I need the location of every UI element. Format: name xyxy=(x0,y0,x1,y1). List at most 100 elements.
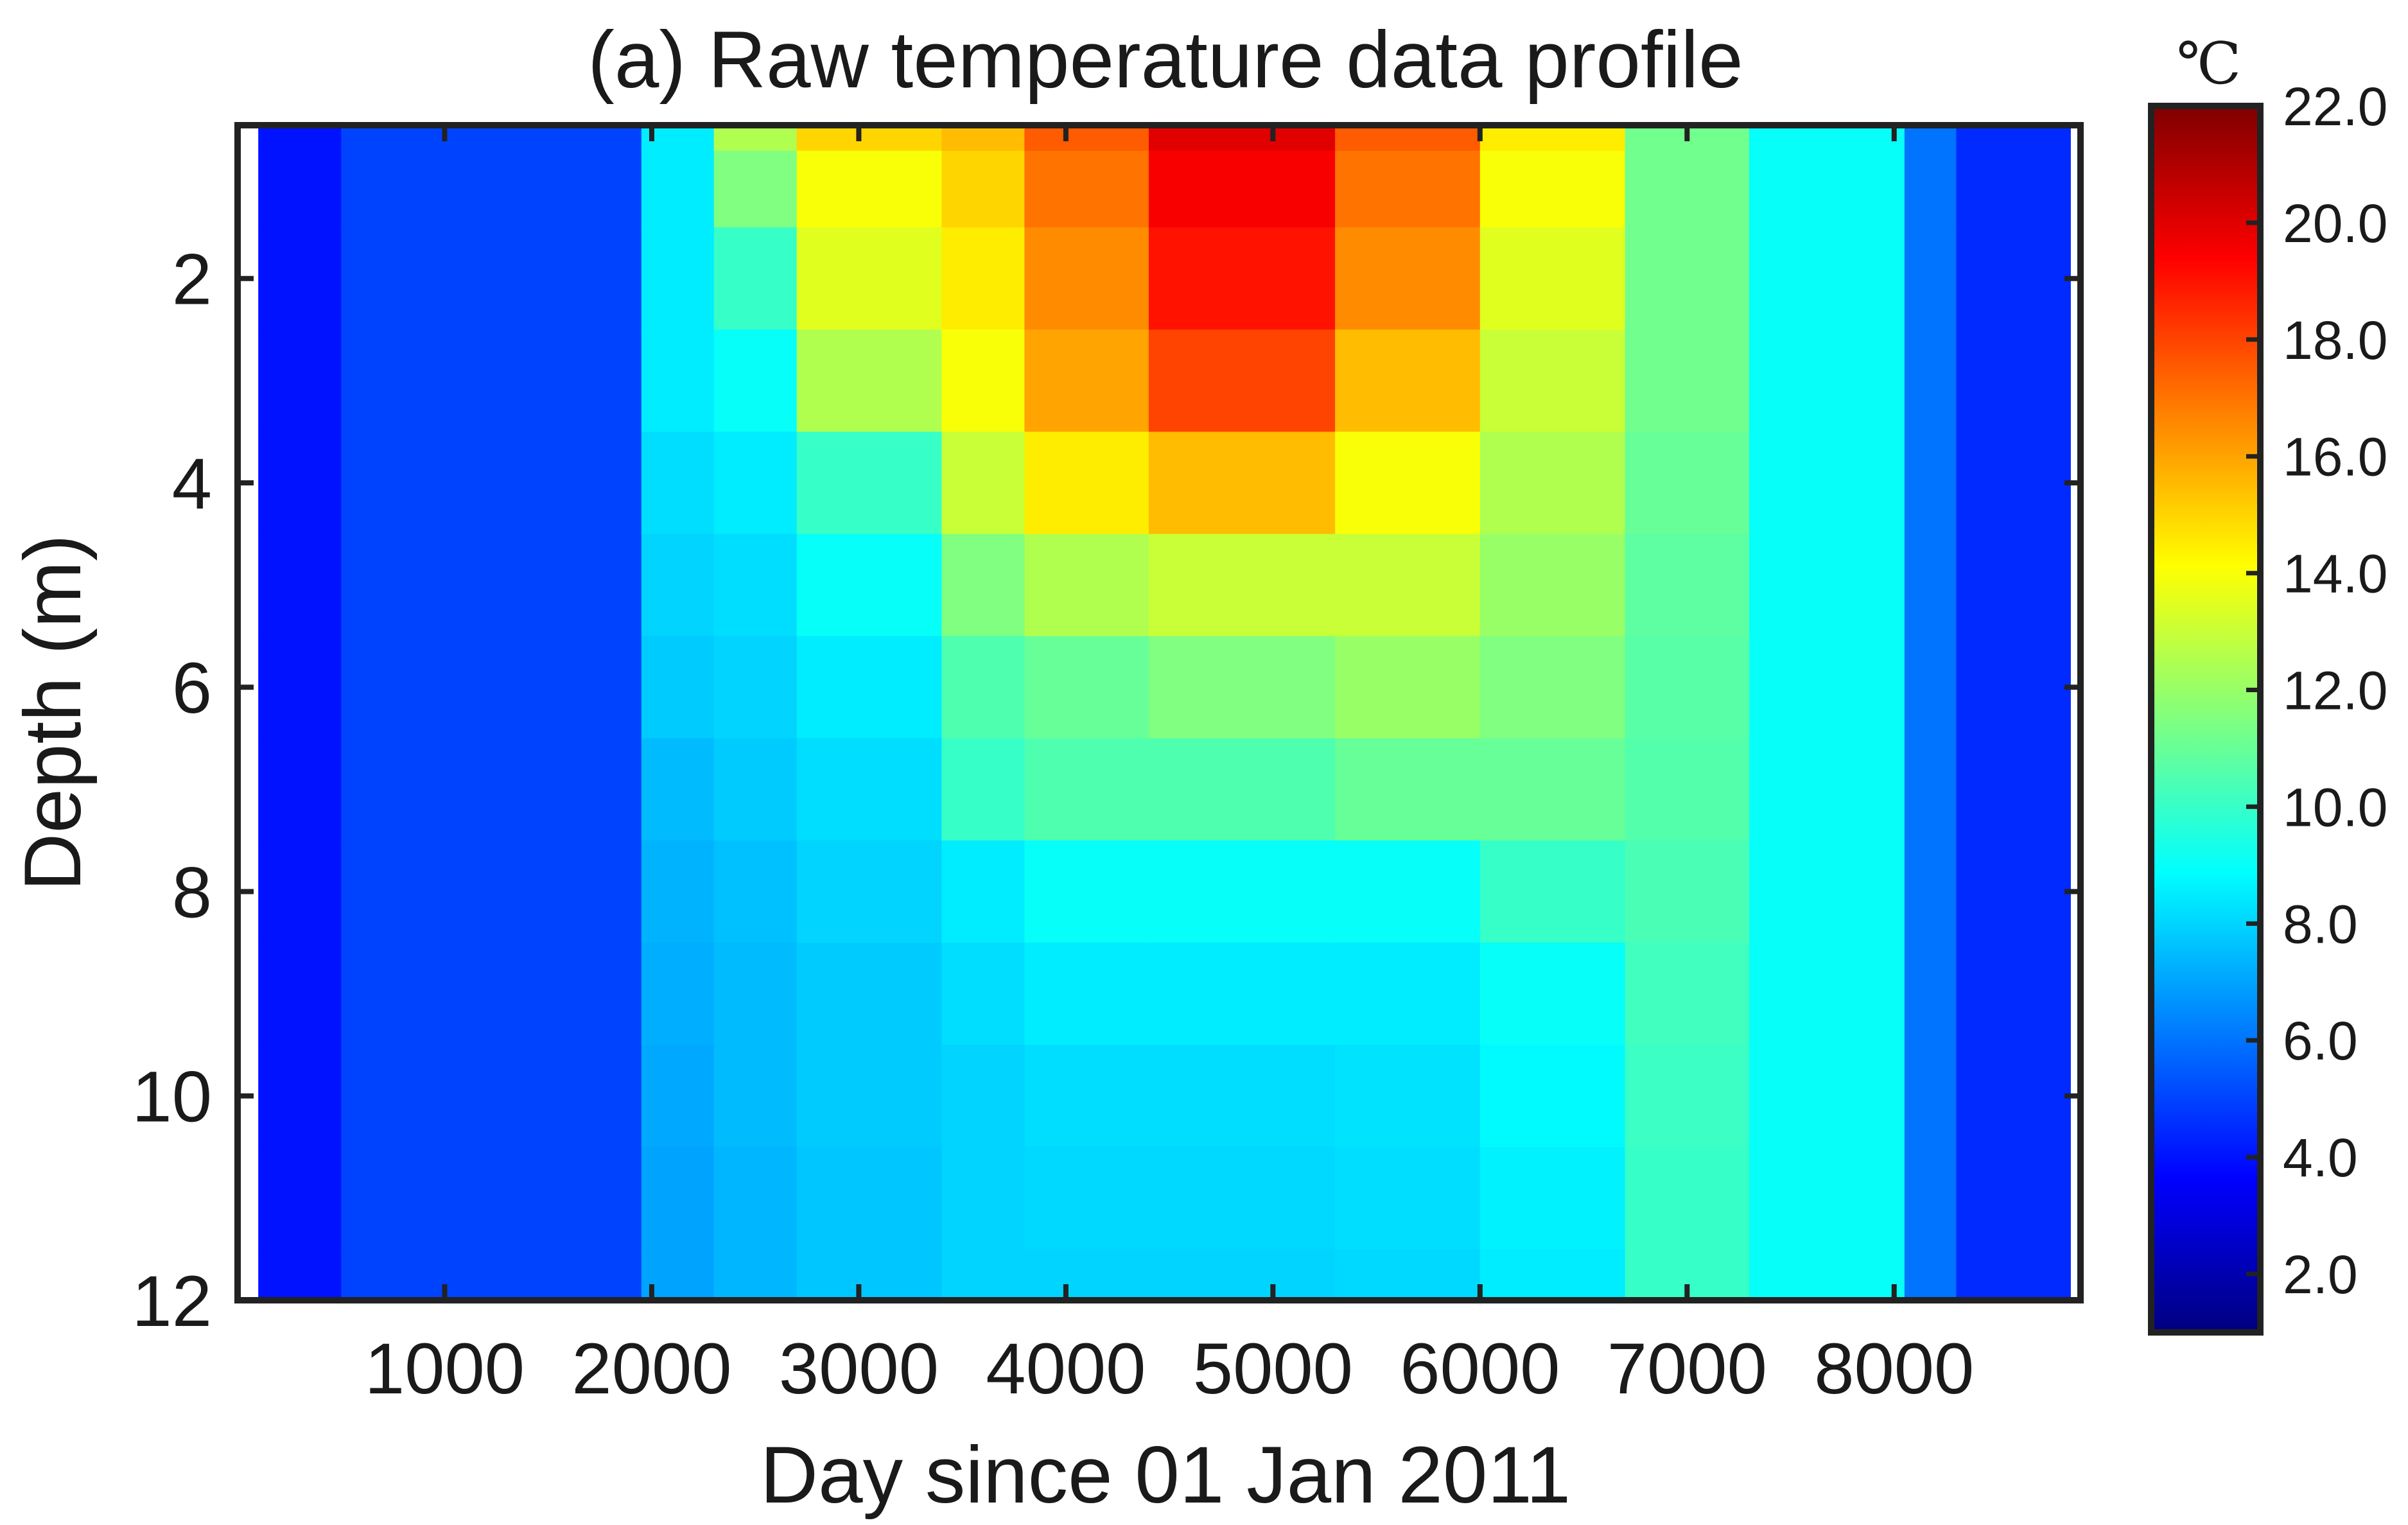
heatmap-cell xyxy=(1479,150,1626,229)
heatmap-cell xyxy=(713,636,798,739)
heatmap-cell xyxy=(1024,1249,1149,1300)
heatmap-cell xyxy=(713,227,798,331)
heatmap-cell xyxy=(341,125,642,152)
heatmap-column xyxy=(713,125,798,1300)
colorbar-tick-label: 16.0 xyxy=(2283,427,2388,487)
heatmap-cell xyxy=(1749,1249,1905,1300)
heatmap-cell xyxy=(1625,636,1750,739)
heatmap-cell xyxy=(1024,431,1149,535)
heatmap-cell xyxy=(1479,329,1626,433)
heatmap-cell xyxy=(1335,329,1481,433)
y-tick-label: 4 xyxy=(172,444,212,524)
heatmap-cell xyxy=(1024,636,1149,739)
heatmap-cell xyxy=(941,431,1025,535)
heatmap-cell xyxy=(1024,840,1149,943)
y-tick-label: 6 xyxy=(172,648,212,728)
heatmap-column xyxy=(796,125,943,1300)
heatmap-cell xyxy=(258,1045,342,1148)
heatmap-cell xyxy=(1904,150,1957,229)
heatmap-cell xyxy=(258,1147,342,1250)
heatmap-cell xyxy=(796,1045,943,1148)
heatmap-cell xyxy=(1479,125,1626,152)
heatmap-cell xyxy=(341,431,642,535)
heatmap-cell xyxy=(1956,840,2071,943)
heatmap-cell xyxy=(258,943,342,1046)
heatmap-cell xyxy=(1904,329,1957,433)
heatmap-cell xyxy=(1479,1045,1626,1148)
heatmap-cell xyxy=(1024,125,1149,152)
heatmap-cells xyxy=(258,125,2071,1300)
colorbar-tick-label: 4.0 xyxy=(2283,1128,2358,1188)
heatmap-cell xyxy=(258,227,342,331)
colorbar-tick-label: 8.0 xyxy=(2283,894,2358,954)
heatmap-cell xyxy=(258,1249,342,1300)
heatmap-column xyxy=(341,125,642,1300)
heatmap-cell xyxy=(1956,227,2071,331)
heatmap-cell xyxy=(796,636,943,739)
colorbar-tick-label: 22.0 xyxy=(2283,76,2388,137)
heatmap-cell xyxy=(796,738,943,841)
heatmap-cell xyxy=(341,738,642,841)
heatmap-cell xyxy=(1904,125,1957,152)
heatmap-column xyxy=(1148,125,1336,1300)
colorbar-ticks: 2.0 4.0 6.0 8.0 10.0 12.0 14.0 16.0 18.0 20.0 22.0 xyxy=(2246,76,2388,1305)
heatmap-cell xyxy=(713,1147,798,1250)
heatmap-cell xyxy=(941,150,1025,229)
y-axis-ticks: 2 4 6 8 10 12 xyxy=(132,240,2081,1341)
heatmap-cell xyxy=(641,943,715,1046)
heatmap-cell xyxy=(1335,431,1481,535)
heatmap-cell xyxy=(1148,329,1336,433)
heatmap-cell xyxy=(796,1249,943,1300)
heatmap-cell xyxy=(1335,738,1481,841)
heatmap-cell xyxy=(941,636,1025,739)
heatmap-cell xyxy=(1479,840,1626,943)
colorbar-tick-label: 6.0 xyxy=(2283,1011,2358,1071)
heatmap-cell xyxy=(1625,227,1750,331)
heatmap-cell xyxy=(941,125,1025,152)
heatmap-cell xyxy=(1479,227,1626,331)
heatmap-column xyxy=(1749,125,1905,1300)
heatmap-cell xyxy=(1625,943,1750,1046)
chart-title: (a) Raw temperature data profile xyxy=(588,15,1743,105)
heatmap-cell xyxy=(1956,125,2071,152)
heatmap-cell xyxy=(341,150,642,229)
heatmap-cell xyxy=(641,431,715,535)
heatmap-cell xyxy=(796,329,943,433)
heatmap-cell xyxy=(796,943,943,1046)
y-tick-label: 2 xyxy=(172,240,212,320)
heatmap-cell xyxy=(641,738,715,841)
heatmap-cell xyxy=(1749,636,1905,739)
heatmap-column xyxy=(941,125,1025,1300)
colorbar xyxy=(2151,106,2260,1332)
heatmap-cell xyxy=(1904,738,1957,841)
x-tick-label: 5000 xyxy=(1193,1329,1353,1409)
heatmap-cell xyxy=(1904,431,1957,535)
heatmap-cell xyxy=(1956,943,2071,1046)
heatmap-cell xyxy=(341,329,642,433)
heatmap-cell xyxy=(1024,943,1149,1046)
heatmap-cell xyxy=(258,329,342,433)
heatmap-cell xyxy=(1024,534,1149,637)
heatmap-cell xyxy=(1956,1045,2071,1148)
heatmap-cell xyxy=(641,636,715,739)
plot-frame xyxy=(234,122,2084,1303)
heatmap-cell xyxy=(1749,534,1905,637)
heatmap-cell xyxy=(941,227,1025,331)
x-axis-label: Day since 01 Jan 2011 xyxy=(760,1431,1571,1520)
heatmap-cell xyxy=(1904,1249,1957,1300)
x-tick-label: 8000 xyxy=(1814,1329,1974,1409)
heatmap-cell xyxy=(641,1045,715,1148)
heatmap-cell xyxy=(1956,150,2071,229)
heatmap-cell xyxy=(1335,1147,1481,1250)
heatmap-cell xyxy=(1148,125,1336,152)
heatmap-cell xyxy=(1335,943,1481,1046)
heatmap-cell xyxy=(258,431,342,535)
heatmap-cell xyxy=(258,534,342,637)
heatmap-cell xyxy=(941,840,1025,943)
heatmap-cell xyxy=(796,150,943,229)
heatmap-cell xyxy=(1148,738,1336,841)
colorbar-tick-label: 14.0 xyxy=(2283,544,2388,604)
heatmap-cell xyxy=(258,840,342,943)
heatmap-column xyxy=(1024,125,1149,1300)
heatmap-cell xyxy=(1749,1045,1905,1148)
